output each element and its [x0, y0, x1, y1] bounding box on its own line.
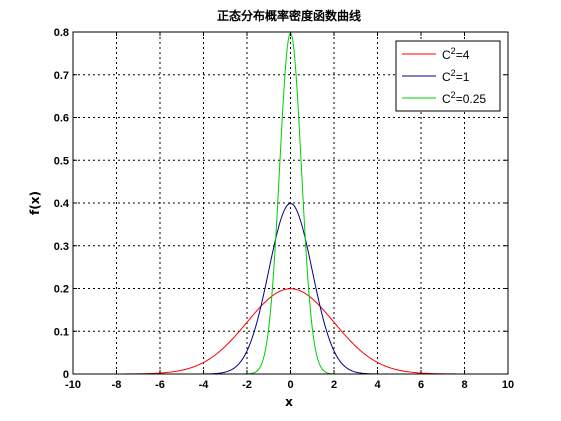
x-tick-label: 2 [331, 379, 337, 391]
x-tick-label: -10 [65, 379, 81, 391]
y-tick-label: 0.8 [54, 27, 69, 39]
chart-title: 正态分布概率密度函数曲线 [217, 8, 361, 23]
x-tick-label: 8 [461, 379, 467, 391]
x-tick-label: -2 [242, 379, 252, 391]
legend: C2=4 C2=1 C2=0.25 [395, 40, 501, 112]
legend-label: C2=0.25 [442, 90, 486, 106]
x-tick-label: 6 [418, 379, 424, 391]
x-tick-label: -6 [155, 379, 165, 391]
legend-label: C2=1 [442, 68, 470, 84]
x-axis-label: x [285, 395, 293, 409]
y-tick-label: 0.6 [54, 113, 69, 125]
x-tick-label: 0 [287, 379, 293, 391]
y-tick-label: 0.4 [54, 198, 70, 210]
x-tick-label: -4 [199, 379, 210, 391]
legend-label: C2=4 [442, 46, 470, 62]
tick-labels: -10 -8 -6 -4 -2 0 2 4 6 8 10 0 0.1 0.2 0.3 0.4 0.5 0.6 0.7… [54, 27, 514, 391]
y-axis-label: f(x) [28, 191, 42, 215]
y-tick-label: 0.5 [54, 155, 69, 167]
y-tick-label: 0.7 [54, 70, 69, 82]
y-tick-label: 0 [63, 369, 69, 381]
x-tick-label: 4 [374, 379, 381, 391]
axes [72, 31, 509, 375]
y-tick-label: 0.3 [54, 241, 69, 253]
y-tick-label: 0.2 [54, 284, 69, 296]
x-tick-label: -8 [112, 379, 122, 391]
y-tick-label: 0.1 [54, 326, 69, 338]
x-tick-label: 10 [502, 379, 514, 391]
